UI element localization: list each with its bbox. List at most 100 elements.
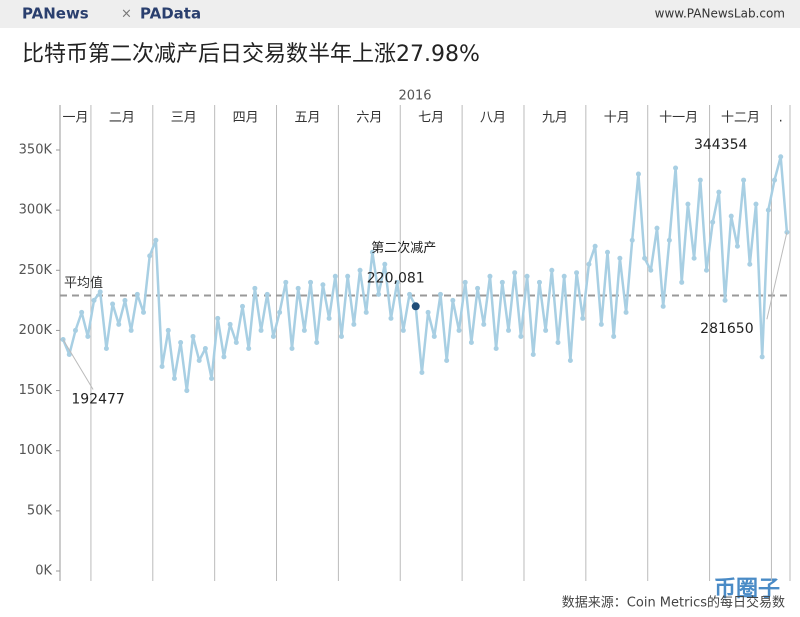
brand-left: PANews — [22, 5, 89, 23]
data-point — [697, 177, 703, 183]
data-point — [493, 345, 499, 351]
data-point — [648, 267, 654, 273]
data-point — [605, 249, 610, 255]
data-point — [128, 327, 134, 333]
x-tick-label: 一月 — [62, 111, 88, 126]
data-point — [778, 154, 784, 160]
data-point — [66, 351, 72, 357]
data-point — [407, 291, 413, 297]
data-point — [116, 321, 122, 327]
y-tick-label: 150K — [19, 383, 53, 398]
data-point — [561, 273, 567, 279]
data-point — [295, 285, 301, 291]
data-point — [487, 273, 493, 279]
data-point — [122, 297, 128, 303]
data-point — [623, 309, 629, 315]
data-point — [363, 309, 369, 315]
data-point — [419, 370, 425, 376]
y-tick-label: 0K — [35, 564, 52, 579]
data-point — [159, 364, 165, 370]
data-point — [673, 165, 679, 171]
data-point — [308, 279, 314, 285]
year-label: 2016 — [398, 89, 431, 104]
data-point — [512, 270, 518, 276]
x-tick-label: 五月 — [294, 111, 320, 126]
x-tick-label: 二月 — [109, 111, 135, 126]
data-point — [178, 339, 184, 345]
x-tick-label: 九月 — [542, 111, 568, 126]
data-point — [524, 273, 530, 279]
data-point — [91, 297, 97, 303]
data-point — [85, 333, 91, 339]
data-point — [388, 315, 394, 321]
data-point — [227, 321, 233, 327]
data-label: 344354 — [694, 137, 748, 153]
data-point — [772, 177, 778, 183]
data-point — [425, 309, 431, 315]
data-point — [252, 285, 258, 291]
data-point — [555, 339, 561, 345]
data-point — [703, 267, 709, 273]
data-point — [506, 327, 512, 333]
data-point — [184, 388, 190, 394]
data-point — [475, 285, 481, 291]
x-tick-label: 十一月 — [659, 111, 698, 126]
data-point — [499, 279, 505, 285]
data-point — [110, 301, 116, 307]
data-point — [722, 297, 728, 303]
data-point — [314, 339, 320, 345]
data-point — [357, 267, 363, 273]
data-point — [759, 354, 765, 360]
data-point — [338, 333, 344, 339]
data-label: 220,081 — [367, 270, 425, 286]
data-point — [741, 177, 747, 183]
data-point — [246, 345, 252, 351]
data-point — [147, 253, 153, 259]
data-point — [598, 321, 604, 327]
leader-line — [766, 232, 788, 320]
data-label: 192477 — [71, 391, 124, 407]
data-point — [134, 291, 140, 297]
data-point — [283, 279, 289, 285]
data-point — [277, 309, 283, 315]
data-point — [60, 336, 66, 342]
data-point — [611, 333, 617, 339]
data-point — [301, 327, 307, 333]
data-point — [258, 327, 264, 333]
y-tick-label: 200K — [19, 323, 53, 338]
data-point — [270, 333, 276, 339]
data-point — [153, 237, 159, 243]
data-point — [543, 327, 549, 333]
average-label: 平均值 — [64, 275, 103, 291]
x-tick-label: 六月 — [356, 111, 382, 126]
data-point — [72, 327, 78, 333]
site-url: www.PANewsLab.com — [655, 7, 785, 21]
data-point — [97, 289, 103, 295]
y-tick-label: 250K — [19, 263, 53, 278]
x-tick-label: 四月 — [233, 111, 259, 126]
brand-right: PAData — [140, 5, 201, 23]
data-point — [165, 327, 171, 333]
data-label: 281650 — [700, 321, 753, 337]
data-point — [79, 309, 85, 315]
chart-title: 比特币第二次减产后日交易数半年上涨27.98% — [22, 42, 480, 67]
data-point — [369, 249, 375, 255]
data-point — [450, 297, 456, 303]
source: 数据来源：Coin Metrics的每日交易数 — [562, 595, 785, 611]
data-point — [345, 273, 351, 279]
x-tick-label: 八月 — [480, 111, 506, 126]
data-point — [629, 237, 635, 243]
data-point — [190, 333, 196, 339]
brand-cross: × — [121, 7, 132, 22]
data-point — [431, 333, 437, 339]
data-point — [240, 303, 245, 309]
data-point — [233, 339, 239, 345]
data-point — [351, 321, 357, 327]
data-point — [376, 291, 382, 297]
data-point — [481, 321, 487, 327]
annotation: 第二次减产 — [371, 240, 436, 256]
x-tick-label: 十月 — [604, 111, 630, 126]
data-point — [728, 213, 734, 219]
data-point — [289, 345, 295, 351]
